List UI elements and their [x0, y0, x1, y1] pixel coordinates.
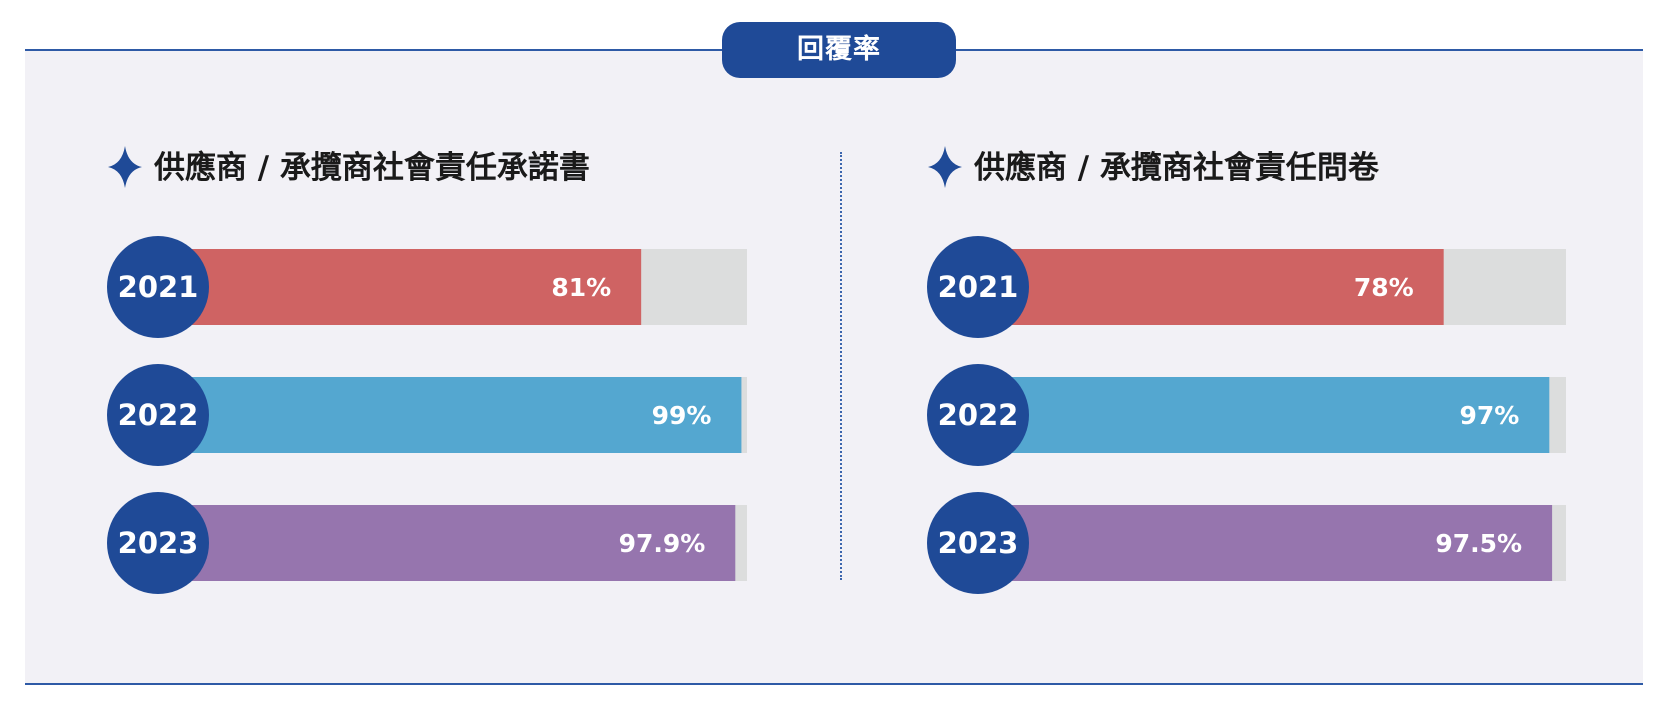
four-point-star-icon [108, 146, 142, 188]
bar-2023 [1010, 505, 1553, 581]
value-label-2021: 81% [551, 273, 611, 302]
year-label-2021: 2021 [118, 270, 199, 304]
four-point-star-icon [928, 146, 962, 188]
section-title: 回覆率 [722, 22, 956, 78]
year-circle-2023 [107, 492, 209, 594]
year-label-2023: 2023 [938, 526, 1019, 560]
year-label-2022: 2022 [118, 398, 199, 432]
value-label-2023: 97.5% [1435, 529, 1522, 558]
value-label-2023: 97.9% [619, 529, 706, 558]
value-label-2022: 97% [1459, 401, 1519, 430]
bar-2023 [190, 505, 736, 581]
year-label-2022: 2022 [938, 398, 1019, 432]
year-label-2023: 2023 [118, 526, 199, 560]
value-label-2022: 99% [652, 401, 712, 430]
chart-title: 供應商 / 承攬商社會責任問卷 [973, 150, 1380, 186]
value-label-2021: 78% [1354, 273, 1414, 302]
bar-2022 [1010, 377, 1550, 453]
column-divider [840, 152, 842, 580]
bar-2021 [190, 249, 642, 325]
year-label-2021: 2021 [938, 270, 1019, 304]
year-circle-2022 [107, 364, 209, 466]
year-circle-2023 [927, 492, 1029, 594]
bar-2021 [1010, 249, 1444, 325]
chart-title: 供應商 / 承攬商社會責任承諾書 [153, 150, 590, 186]
year-circle-2021 [107, 236, 209, 338]
year-circle-2021 [927, 236, 1029, 338]
year-circle-2022 [927, 364, 1029, 466]
bar-2022 [190, 377, 742, 453]
